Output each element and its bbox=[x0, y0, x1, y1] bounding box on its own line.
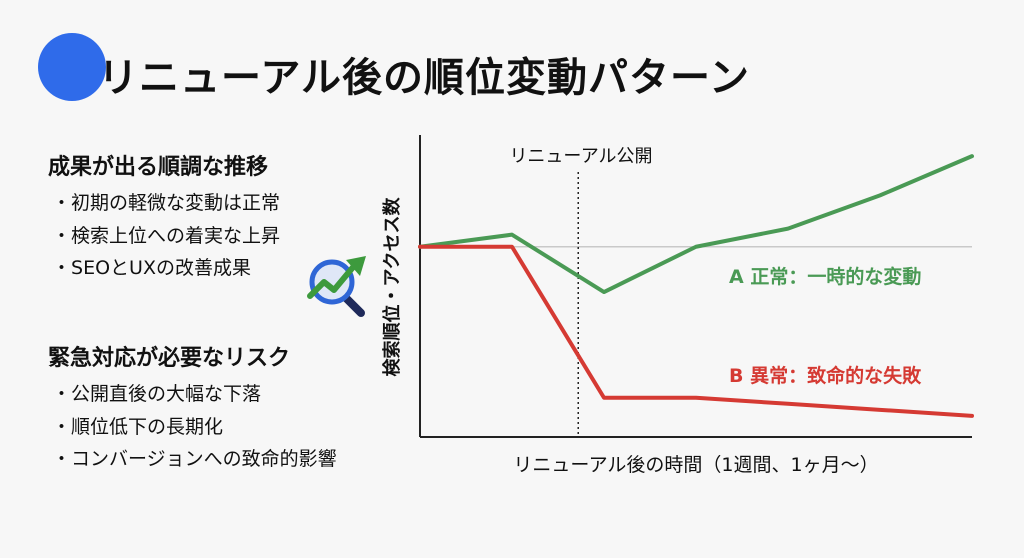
series-layer: A 正常：一時的な変動 B 異常：致命的な失敗 bbox=[418, 154, 974, 418]
series-label-a: A 正常：一時的な変動 bbox=[729, 265, 921, 288]
series-label-b: B 異常：致命的な失敗 bbox=[729, 364, 922, 387]
series-line-a bbox=[418, 154, 974, 295]
list-item: 初期の軽微な変動は正常 bbox=[48, 187, 280, 220]
launch-marker-label: リニューアル公開 bbox=[509, 146, 652, 167]
list-item: 順位低下の長期化 bbox=[48, 411, 337, 444]
magnifier-trend-up-icon bbox=[306, 252, 378, 320]
page-title: リニューアル後の順位変動パターン bbox=[98, 55, 750, 101]
title-circle-decoration bbox=[38, 33, 106, 101]
list-item: コンバージョンへの致命的影響 bbox=[48, 443, 337, 476]
section-risk-list: 公開直後の大幅な下落 順位低下の長期化 コンバージョンへの致命的影響 bbox=[48, 378, 337, 476]
section-success-list: 初期の軽微な変動は正常 検索上位への着実な上昇 SEOとUXの改善成果 bbox=[48, 187, 280, 285]
list-item: 検索上位への着実な上昇 bbox=[48, 220, 280, 253]
section-risk-heading: 緊急対応が必要なリスク bbox=[48, 346, 291, 371]
list-item: SEOとUXの改善成果 bbox=[48, 252, 280, 285]
list-item: 公開直後の大幅な下落 bbox=[48, 378, 337, 411]
x-axis-label: リニューアル後の時間（1週間、1ヶ月〜） bbox=[513, 454, 878, 476]
section-success-heading: 成果が出る順調な推移 bbox=[48, 155, 269, 180]
y-axis-label: 検索順位・アクセス数 bbox=[381, 196, 403, 376]
section-risk: 緊急対応が必要なリスク 公開直後の大幅な下落 順位低下の長期化 コンバージョンへ… bbox=[48, 340, 337, 476]
series-line-b bbox=[418, 244, 974, 418]
section-success: 成果が出る順調な推移 初期の軽微な変動は正常 検索上位への着実な上昇 SEOとU… bbox=[48, 149, 280, 285]
